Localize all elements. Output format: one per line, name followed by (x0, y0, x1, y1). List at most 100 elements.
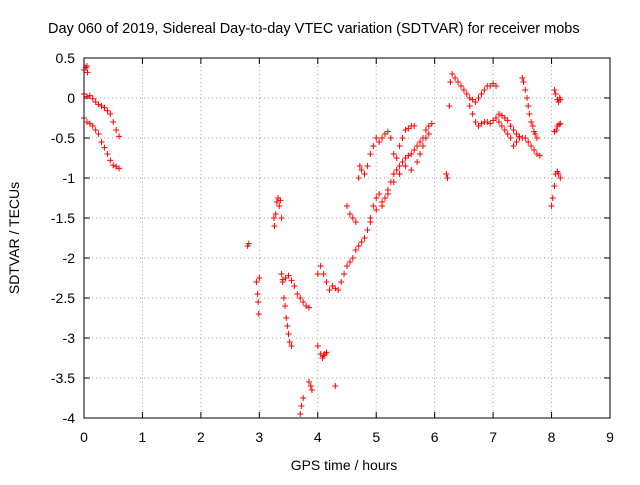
data-point (344, 203, 350, 209)
y-tick-label: -1 (63, 170, 76, 186)
data-point (399, 159, 406, 165)
data-point (417, 151, 424, 157)
x-tick-label: 1 (139, 429, 147, 445)
data-point (272, 211, 279, 217)
data-point (370, 143, 377, 149)
data-point (370, 203, 377, 209)
data-point (501, 127, 508, 133)
data-point (532, 131, 539, 137)
data-point (107, 111, 114, 117)
data-point (113, 127, 120, 133)
data-point (278, 271, 285, 277)
y-tick-label: 0.5 (56, 50, 76, 66)
data-point (381, 195, 388, 201)
x-tick-label: 7 (489, 429, 497, 445)
data-point (288, 343, 295, 349)
data-point (393, 155, 400, 161)
y-tick-label: -1.5 (51, 210, 75, 226)
x-tick-labels: 0 1 2 3 4 5 6 7 8 9 (80, 429, 614, 445)
data-point (531, 147, 538, 153)
data-point (278, 215, 285, 221)
data-point (498, 123, 505, 129)
y-tick-labels: 0.5 0 -0.5 -1 -1.5 -2 -2.5 -3 -3.5 -4 (51, 50, 75, 426)
data-point (551, 183, 558, 189)
data-point (277, 197, 284, 204)
data-point (399, 135, 406, 141)
data-point (449, 71, 456, 77)
data-point (487, 120, 494, 127)
data-point (349, 215, 356, 221)
data-point (300, 299, 307, 305)
data-point (254, 291, 261, 297)
data-point (507, 135, 514, 141)
data-point (280, 295, 287, 301)
data-point (373, 207, 380, 213)
data-point (460, 87, 467, 93)
data-point (373, 195, 380, 201)
x-tick-label: 4 (314, 429, 322, 445)
data-point (466, 103, 473, 109)
data-point (443, 171, 450, 177)
data-point (326, 287, 333, 293)
data-point (323, 349, 330, 356)
data-point (98, 139, 105, 145)
data-point (317, 263, 324, 269)
data-point (504, 117, 511, 124)
data-point (116, 165, 123, 172)
y-tick-label: -3 (63, 330, 76, 346)
plot-frame (83, 57, 611, 419)
data-points (81, 63, 564, 417)
data-point (411, 147, 418, 153)
data-point (306, 304, 313, 311)
data-point (344, 263, 350, 269)
data-point (552, 91, 559, 97)
data-point (408, 167, 415, 173)
data-point (411, 123, 418, 129)
data-point (346, 259, 353, 265)
data-point (396, 143, 403, 149)
data-point (104, 107, 111, 114)
x-tick-label: 0 (80, 429, 88, 445)
data-point (300, 395, 307, 401)
data-point (522, 87, 529, 93)
data-point (86, 92, 93, 99)
data-point (446, 103, 453, 109)
y-tick-label: -2.5 (51, 290, 75, 306)
data-point (525, 139, 532, 145)
data-point (422, 135, 429, 141)
data-point (298, 403, 305, 409)
data-point (338, 279, 345, 285)
data-point (306, 379, 313, 385)
x-tick-label: 2 (197, 429, 205, 445)
data-point (390, 179, 397, 185)
data-point (285, 272, 292, 279)
data-point (455, 79, 462, 85)
data-point (425, 131, 432, 137)
data-point (355, 175, 362, 181)
data-point (408, 151, 415, 157)
data-point (463, 91, 470, 97)
data-point (271, 223, 278, 229)
data-point (364, 163, 371, 169)
data-point (555, 171, 562, 177)
data-point (513, 139, 520, 145)
data-point (396, 171, 403, 177)
data-point (422, 127, 429, 133)
data-point (107, 157, 114, 164)
data-point (352, 219, 359, 225)
data-point (387, 135, 394, 141)
data-point (101, 144, 108, 151)
data-point (314, 271, 321, 277)
data-point (253, 279, 260, 285)
y-tick-label: 0 (67, 90, 75, 106)
data-point (529, 123, 536, 129)
data-point (510, 127, 517, 133)
data-point (376, 139, 383, 145)
data-point (528, 119, 535, 125)
data-point (376, 191, 383, 197)
data-point (379, 203, 386, 209)
data-point (390, 171, 397, 177)
data-point (356, 163, 363, 169)
data-point (533, 135, 540, 141)
